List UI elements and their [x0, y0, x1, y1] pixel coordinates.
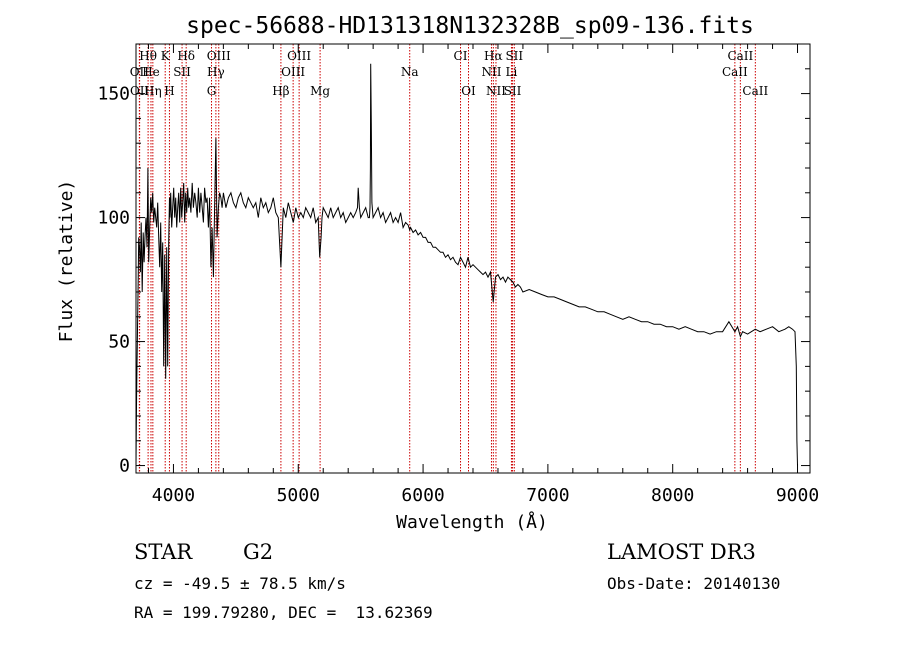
line-label: Hδ — [177, 49, 195, 63]
chart-title: spec-56688-HD131318N132328B_sp09-136.fit… — [186, 13, 754, 39]
line-label: He — [142, 65, 160, 79]
line-label: OIII — [281, 65, 305, 79]
line-label: Li — [506, 65, 518, 79]
line-label: Hβ — [272, 84, 289, 98]
line-label: Hθ — [139, 49, 157, 63]
x-axis-label: Wavelength (Å) — [396, 511, 548, 533]
y-tick-label: 100 — [97, 208, 130, 229]
line-label: SII — [505, 49, 523, 63]
line-label: OII — [130, 65, 150, 79]
obs-date: Obs-Date: 20140130 — [607, 574, 781, 593]
x-tick-label: 7000 — [526, 485, 569, 506]
line-label: NII — [481, 65, 501, 79]
y-tick-label: 150 — [97, 84, 130, 105]
line-label: CaII — [742, 84, 768, 98]
coordinates: RA = 199.79280, DEC = 13.62369 — [134, 603, 433, 622]
y-tick-label: 0 — [119, 456, 130, 477]
line-label: Mg — [310, 84, 330, 98]
line-label: CaII — [727, 49, 753, 63]
x-tick-label: 6000 — [401, 485, 444, 506]
x-tick-label: 9000 — [776, 485, 819, 506]
line-label: G — [207, 84, 217, 98]
subclass: G2 — [243, 540, 274, 564]
line-label: Hη — [144, 84, 162, 98]
line-label: K — [161, 49, 171, 63]
survey-name: LAMOST DR3 — [607, 540, 756, 564]
object-class: STAR — [134, 540, 193, 564]
x-axis: 4000 5000 6000 7000 8000 9000 — [147, 44, 819, 506]
plot-frame — [135, 43, 811, 474]
x-tick-label: 4000 — [152, 485, 195, 506]
line-label: OIII — [287, 49, 311, 63]
line-label: SII — [173, 65, 191, 79]
line-label: CI — [454, 49, 468, 63]
spectrum-line — [135, 63, 798, 466]
line-label: Hγ — [207, 65, 225, 79]
y-axis: 0 50 100 150 — [97, 68, 810, 477]
line-label: OIII — [207, 49, 231, 63]
line-label: Hα — [484, 49, 503, 63]
x-tick-label: 8000 — [651, 485, 694, 506]
y-tick-label: 50 — [108, 332, 130, 353]
line-markers — [138, 44, 756, 473]
line-label: OII — [130, 84, 150, 98]
x-tick-label: 5000 — [277, 485, 320, 506]
line-label: OI — [461, 84, 476, 98]
line-label: NII — [486, 84, 506, 98]
line-label: SII — [504, 84, 522, 98]
line-label: CaII — [722, 65, 748, 79]
line-label: Na — [401, 65, 419, 79]
y-axis-label: Flux (relative) — [56, 180, 77, 343]
line-label: H — [164, 84, 174, 98]
redshift-value: cz = -49.5 ± 78.5 km/s — [134, 574, 346, 593]
